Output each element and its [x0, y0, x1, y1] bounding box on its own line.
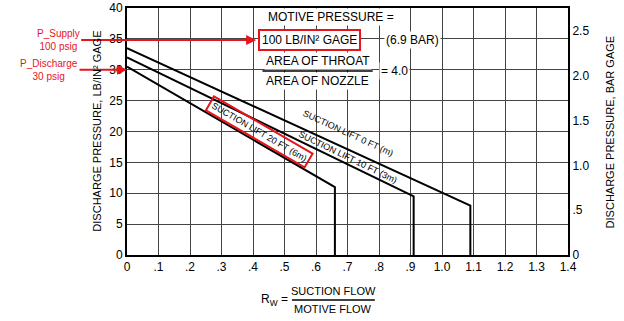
svg-text:SUCTION LIFT 0 FT (m): SUCTION LIFT 0 FT (m)	[301, 108, 394, 158]
svg-text:.5: .5	[572, 203, 582, 217]
svg-text:2.0: 2.0	[572, 69, 589, 83]
svg-text:.7: .7	[342, 260, 352, 274]
svg-text:.8: .8	[374, 260, 384, 274]
svg-text:0: 0	[572, 248, 579, 262]
svg-text:1.1: 1.1	[465, 260, 482, 274]
svg-text:0: 0	[124, 260, 131, 274]
svg-text:1.0: 1.0	[434, 260, 451, 274]
svg-text:AREA OF THROAT: AREA OF THROAT	[266, 54, 370, 68]
svg-text:.1: .1	[153, 260, 163, 274]
svg-text:AREA OF NOZZLE: AREA OF NOZZLE	[266, 74, 369, 88]
svg-text:P_Discharge30 psig: P_Discharge30 psig	[20, 58, 78, 82]
svg-text:1.0: 1.0	[572, 159, 589, 173]
svg-text:2.5: 2.5	[572, 24, 589, 38]
svg-text:P_Supply100 psig: P_Supply100 psig	[37, 28, 80, 52]
svg-text:.2: .2	[185, 260, 195, 274]
svg-text:20: 20	[109, 125, 123, 139]
svg-text:10: 10	[109, 186, 123, 200]
svg-text:.9: .9	[405, 260, 415, 274]
svg-text:1.2: 1.2	[497, 260, 514, 274]
svg-text:R​W​ =: R​W​ =	[261, 292, 288, 308]
svg-text:SUCTION LIFT 10 FT (3m): SUCTION LIFT 10 FT (3m)	[297, 129, 399, 185]
svg-text:30: 30	[109, 63, 123, 77]
svg-text:1.4: 1.4	[560, 260, 577, 274]
svg-text:MOTIVE PRESSURE =: MOTIVE PRESSURE =	[268, 10, 394, 24]
svg-text:SUCTION LIFT 20 FT (6m): SUCTION LIFT 20 FT (6m)	[210, 101, 309, 164]
svg-text:.3: .3	[216, 260, 226, 274]
svg-text:0: 0	[116, 248, 123, 262]
svg-text:100 LB/IN² GAGE: 100 LB/IN² GAGE	[262, 33, 357, 47]
svg-text:SUCTION FLOW: SUCTION FLOW	[291, 285, 376, 297]
svg-text:1.3: 1.3	[528, 260, 545, 274]
svg-text:MOTIVE FLOW: MOTIVE FLOW	[294, 303, 372, 315]
svg-text:25: 25	[109, 94, 123, 108]
svg-text:DISCHARGE PRESSURE, BAR GAGE: DISCHARGE PRESSURE, BAR GAGE	[604, 36, 616, 229]
svg-text:5: 5	[116, 217, 123, 231]
svg-text:DISCHARGE PRESSURE, LB/IN² GAG: DISCHARGE PRESSURE, LB/IN² GAGE	[91, 31, 103, 232]
svg-text:.5: .5	[279, 260, 289, 274]
svg-text:= 4.0: = 4.0	[381, 64, 408, 78]
svg-text:35: 35	[109, 32, 123, 46]
svg-text:.6: .6	[311, 260, 321, 274]
svg-text:.4: .4	[248, 260, 258, 274]
svg-text:40: 40	[109, 1, 123, 15]
svg-text:15: 15	[109, 156, 123, 170]
svg-text:1.5: 1.5	[572, 114, 589, 128]
svg-text:(6.9 BAR): (6.9 BAR)	[386, 33, 439, 47]
